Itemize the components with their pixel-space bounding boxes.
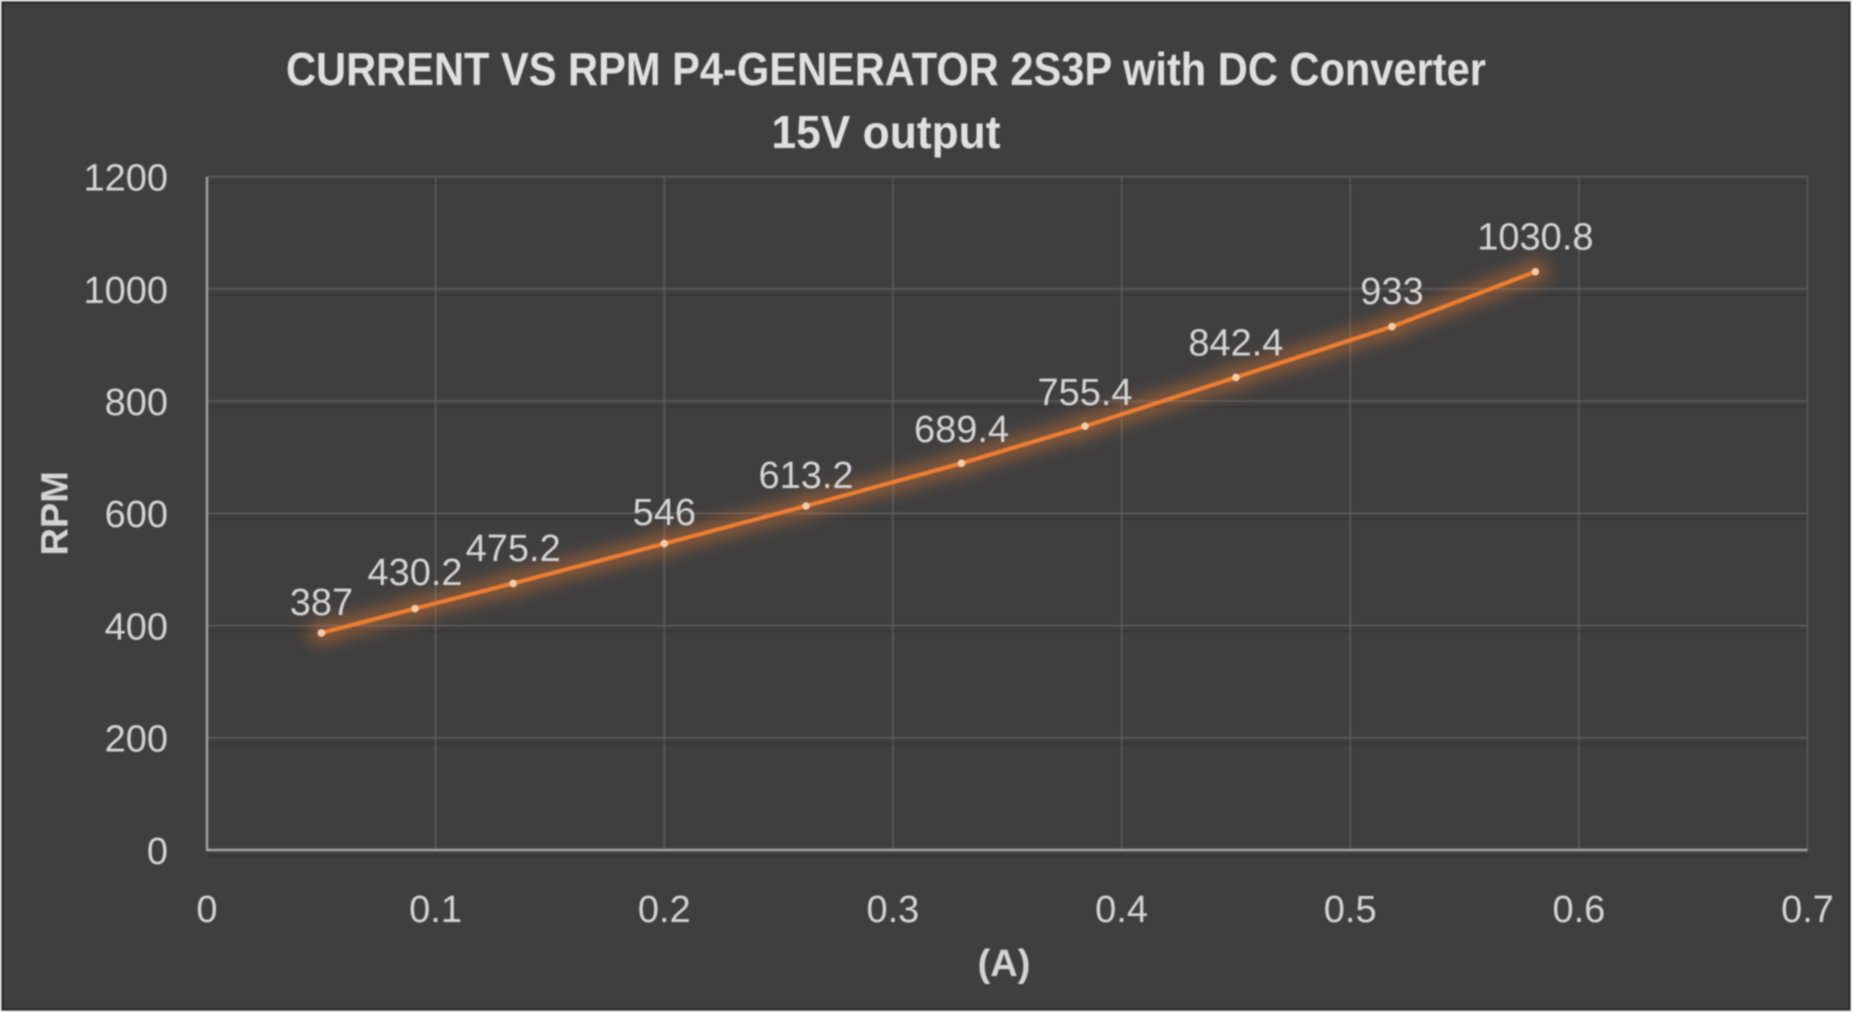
svg-text:475.2: 475.2 <box>466 528 561 570</box>
svg-text:400: 400 <box>105 606 168 648</box>
svg-text:0.6: 0.6 <box>1552 889 1605 931</box>
svg-text:430.2: 430.2 <box>367 552 462 594</box>
svg-text:0: 0 <box>147 831 168 873</box>
svg-text:1200: 1200 <box>83 158 168 200</box>
svg-text:1030.8: 1030.8 <box>1477 217 1593 259</box>
svg-text:689.4: 689.4 <box>914 409 1009 451</box>
svg-text:600: 600 <box>105 494 168 536</box>
svg-text:0.4: 0.4 <box>1095 889 1148 931</box>
svg-text:1000: 1000 <box>83 270 168 312</box>
svg-text:842.4: 842.4 <box>1188 323 1283 365</box>
svg-text:200: 200 <box>105 719 168 761</box>
svg-text:(A): (A) <box>978 943 1031 985</box>
svg-text:546: 546 <box>633 492 696 534</box>
svg-text:0.7: 0.7 <box>1781 889 1834 931</box>
svg-text:0.5: 0.5 <box>1324 889 1377 931</box>
svg-text:933: 933 <box>1360 271 1423 313</box>
svg-text:0.3: 0.3 <box>866 889 919 931</box>
svg-text:0.1: 0.1 <box>409 889 462 931</box>
svg-text:15V output: 15V output <box>772 106 1001 158</box>
svg-text:800: 800 <box>105 382 168 424</box>
svg-text:CURRENT VS RPM P4-GENERATOR 2S: CURRENT VS RPM P4-GENERATOR 2S3P with DC… <box>286 43 1486 95</box>
svg-text:0: 0 <box>196 889 217 931</box>
svg-text:0.2: 0.2 <box>638 889 691 931</box>
svg-text:RPM: RPM <box>35 471 77 555</box>
svg-text:613.2: 613.2 <box>758 455 853 497</box>
svg-text:387: 387 <box>290 582 353 624</box>
svg-text:755.4: 755.4 <box>1037 372 1132 414</box>
